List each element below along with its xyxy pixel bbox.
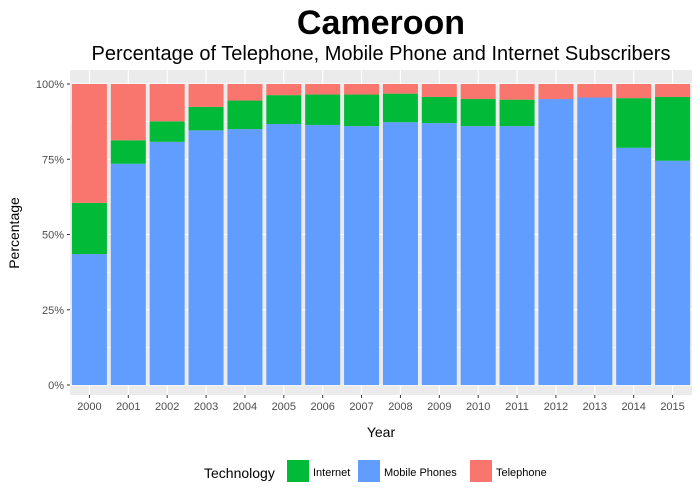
- bar-mobile-phones-2007: [344, 126, 380, 385]
- bar-telephone-2009: [421, 84, 457, 97]
- bar-telephone-2000: [71, 84, 107, 203]
- legend-label-telephone: Telephone: [496, 467, 547, 479]
- bar-internet-2008: [382, 93, 418, 123]
- legend-key-telephone: [470, 460, 492, 482]
- bar-internet-2000: [71, 202, 107, 255]
- bar-mobile-phones-2015: [655, 160, 691, 385]
- x-tick-label: 2006: [310, 401, 334, 413]
- bar-internet-2002: [149, 121, 185, 142]
- bar-telephone-2002: [149, 84, 185, 122]
- bar-internet-2010: [460, 99, 496, 127]
- bar-internet-2004: [227, 100, 263, 130]
- bar-mobile-phones-2004: [227, 129, 263, 385]
- bar-mobile-phones-2013: [577, 97, 613, 386]
- bar-telephone-2011: [499, 84, 535, 100]
- bar-internet-2014: [616, 98, 652, 148]
- legend-label-internet: Internet: [313, 467, 350, 479]
- bar-telephone-2007: [344, 84, 380, 95]
- bar-telephone-2010: [460, 84, 496, 100]
- y-axis: 0% 25% 50% 75% 100%: [36, 79, 70, 392]
- bar-mobile-phones-2012: [538, 99, 574, 386]
- bar-mobile-phones-2009: [421, 123, 457, 385]
- y-tick-label: 100%: [36, 79, 64, 91]
- bar-mobile-phones-2000: [71, 254, 107, 385]
- bar-telephone-2003: [188, 84, 224, 107]
- bar-mobile-phones-2010: [460, 126, 496, 385]
- y-tick-label: 25%: [42, 305, 64, 317]
- bar-telephone-2008: [382, 84, 418, 94]
- bar-mobile-phones-2008: [382, 122, 418, 386]
- bar-internet-2007: [344, 94, 380, 127]
- bar-internet-2001: [110, 140, 146, 164]
- bar-telephone-2004: [227, 84, 263, 101]
- x-tick-label: 2002: [155, 401, 179, 413]
- bars: [71, 84, 691, 386]
- bar-mobile-phones-2014: [616, 147, 652, 385]
- legend-key-internet: [287, 460, 309, 482]
- y-axis-title: Percentage: [6, 197, 22, 269]
- x-tick-label: 2000: [77, 401, 101, 413]
- x-tick-label: 2009: [427, 401, 451, 413]
- bar-internet-2009: [421, 96, 457, 124]
- bar-telephone-2006: [305, 84, 341, 95]
- x-tick-label: 2005: [272, 401, 296, 413]
- x-tick-label: 2014: [621, 401, 645, 413]
- bar-telephone-2005: [266, 84, 302, 96]
- y-tick-label: 75%: [42, 154, 64, 166]
- legend-key-mobile-phones: [358, 460, 380, 482]
- bar-telephone-2013: [577, 84, 613, 98]
- x-tick-label: 2001: [116, 401, 140, 413]
- y-tick-label: 50%: [42, 230, 64, 242]
- x-tick-label: 2013: [583, 401, 607, 413]
- x-tick-label: 2012: [544, 401, 568, 413]
- chart-subtitle: Percentage of Telephone, Mobile Phone an…: [92, 43, 671, 65]
- bar-internet-2011: [499, 99, 535, 127]
- bar-mobile-phones-2003: [188, 130, 224, 385]
- x-axis: 2000 2001 2002 2003 2004 2005 2006 2007 2008 2009…: [77, 395, 685, 413]
- x-tick-label: 2015: [660, 401, 684, 413]
- bar-mobile-phones-2002: [149, 141, 185, 385]
- bar-internet-2006: [305, 94, 341, 125]
- legend-title: Technology: [204, 465, 275, 481]
- bar-mobile-phones-2006: [305, 124, 341, 385]
- x-tick-label: 2011: [505, 401, 529, 413]
- legend: Technology Internet Mobile Phones Telephon…: [204, 460, 547, 482]
- x-tick-label: 2010: [466, 401, 490, 413]
- bar-mobile-phones-2001: [110, 163, 146, 385]
- bar-telephone-2015: [655, 84, 691, 97]
- legend-label-mobile-phones: Mobile Phones: [384, 467, 457, 479]
- bar-mobile-phones-2011: [499, 126, 535, 385]
- bar-internet-2003: [188, 106, 224, 131]
- chart-title: Cameroon: [297, 4, 465, 42]
- bar-internet-2015: [655, 96, 691, 161]
- x-tick-label: 2004: [233, 401, 257, 413]
- x-tick-label: 2007: [349, 401, 373, 413]
- y-tick-label: 0%: [48, 380, 64, 392]
- bar-telephone-2014: [616, 84, 652, 99]
- bar-internet-2005: [266, 95, 302, 125]
- bar-mobile-phones-2005: [266, 124, 302, 386]
- bar-telephone-2012: [538, 84, 574, 100]
- x-axis-title: Year: [367, 424, 396, 440]
- bar-telephone-2001: [110, 84, 146, 141]
- x-tick-label: 2003: [194, 401, 218, 413]
- x-tick-label: 2008: [388, 401, 412, 413]
